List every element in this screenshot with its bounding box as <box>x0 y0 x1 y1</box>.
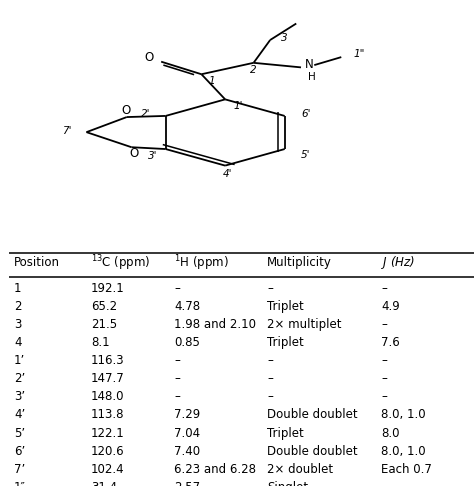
Text: 7’: 7’ <box>14 463 26 476</box>
Text: $J$ (Hz): $J$ (Hz) <box>381 255 415 271</box>
Text: 120.6: 120.6 <box>91 445 124 458</box>
Text: –: – <box>381 318 387 331</box>
Text: 102.4: 102.4 <box>91 463 124 476</box>
Text: –: – <box>381 390 387 403</box>
Text: $^{13}$C (ppm): $^{13}$C (ppm) <box>91 253 150 273</box>
Text: 5’: 5’ <box>14 427 25 439</box>
Text: 1: 1 <box>14 282 22 295</box>
Text: 4: 4 <box>14 336 22 349</box>
Text: 3': 3' <box>147 151 157 161</box>
Text: 5': 5' <box>301 150 311 160</box>
Text: 65.2: 65.2 <box>91 300 117 313</box>
Text: $^{1}$H (ppm): $^{1}$H (ppm) <box>174 253 229 273</box>
Text: 113.8: 113.8 <box>91 408 124 421</box>
Text: 2× doublet: 2× doublet <box>267 463 333 476</box>
Text: Position: Position <box>14 257 60 269</box>
Text: –: – <box>174 372 180 385</box>
Text: 6': 6' <box>301 109 311 119</box>
Text: O: O <box>145 51 154 64</box>
Text: Multiplicity: Multiplicity <box>267 257 332 269</box>
Text: 3: 3 <box>281 33 288 43</box>
Text: 8.0: 8.0 <box>381 427 400 439</box>
Text: Triplet: Triplet <box>267 427 304 439</box>
Text: 2': 2' <box>141 109 150 119</box>
Text: 2: 2 <box>250 65 257 75</box>
Text: 4.9: 4.9 <box>381 300 400 313</box>
Text: 8.0, 1.0: 8.0, 1.0 <box>381 445 426 458</box>
Text: 4’: 4’ <box>14 408 26 421</box>
Text: 148.0: 148.0 <box>91 390 124 403</box>
Text: Triplet: Triplet <box>267 336 304 349</box>
Text: N: N <box>305 58 314 71</box>
Text: 147.7: 147.7 <box>91 372 125 385</box>
Text: O: O <box>121 104 130 117</box>
Text: –: – <box>381 481 387 486</box>
Text: 1: 1 <box>209 76 215 86</box>
Text: –: – <box>267 390 273 403</box>
Text: 3: 3 <box>14 318 21 331</box>
Text: –: – <box>267 354 273 367</box>
Text: 1": 1" <box>354 50 365 59</box>
Text: O: O <box>129 147 138 160</box>
Text: 3’: 3’ <box>14 390 25 403</box>
Text: 7.40: 7.40 <box>174 445 201 458</box>
Text: 7.04: 7.04 <box>174 427 201 439</box>
Text: 8.1: 8.1 <box>91 336 109 349</box>
Text: –: – <box>381 282 387 295</box>
Text: 2: 2 <box>14 300 22 313</box>
Text: –: – <box>267 282 273 295</box>
Text: Double doublet: Double doublet <box>267 408 358 421</box>
Text: 116.3: 116.3 <box>91 354 124 367</box>
Text: 4.78: 4.78 <box>174 300 201 313</box>
Text: 6’: 6’ <box>14 445 26 458</box>
Text: –: – <box>174 390 180 403</box>
Text: 2× multiplet: 2× multiplet <box>267 318 342 331</box>
Text: –: – <box>381 354 387 367</box>
Text: –: – <box>174 354 180 367</box>
Text: 31.4: 31.4 <box>91 481 117 486</box>
Text: 21.5: 21.5 <box>91 318 117 331</box>
Text: 6.23 and 6.28: 6.23 and 6.28 <box>174 463 256 476</box>
Text: 0.85: 0.85 <box>174 336 200 349</box>
Text: 1″: 1″ <box>14 481 26 486</box>
Text: 1': 1' <box>234 101 243 111</box>
Text: 7.29: 7.29 <box>174 408 201 421</box>
Text: 1’: 1’ <box>14 354 26 367</box>
Text: 1.98 and 2.10: 1.98 and 2.10 <box>174 318 256 331</box>
Text: –: – <box>174 282 180 295</box>
Text: Each 0.7: Each 0.7 <box>381 463 432 476</box>
Text: 122.1: 122.1 <box>91 427 125 439</box>
Text: 2.57: 2.57 <box>174 481 201 486</box>
Text: –: – <box>381 372 387 385</box>
Text: 2’: 2’ <box>14 372 26 385</box>
Text: –: – <box>267 372 273 385</box>
Text: Double doublet: Double doublet <box>267 445 358 458</box>
Text: H: H <box>308 71 315 82</box>
Text: 7': 7' <box>62 126 71 136</box>
Text: 192.1: 192.1 <box>91 282 125 295</box>
Text: 8.0, 1.0: 8.0, 1.0 <box>381 408 426 421</box>
Text: Triplet: Triplet <box>267 300 304 313</box>
Text: Singlet: Singlet <box>267 481 309 486</box>
Text: 4': 4' <box>223 169 232 178</box>
Text: 7.6: 7.6 <box>381 336 400 349</box>
